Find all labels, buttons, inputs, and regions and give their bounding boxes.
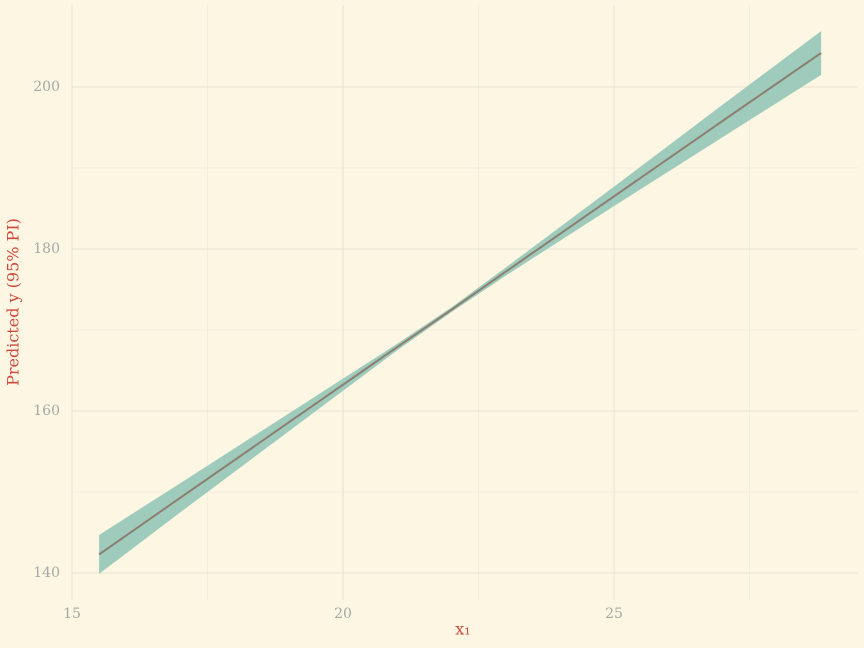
x-tick-label: 15 [63, 606, 81, 622]
y-tick-label: 140 [33, 565, 60, 581]
prediction-line [98, 52, 822, 556]
x-axis-label: x₁ [455, 620, 470, 639]
y-tick-label: 160 [33, 403, 60, 419]
y-tick-label: 200 [33, 79, 60, 95]
y-tick-label: 180 [33, 241, 60, 257]
x-tick-label: 20 [334, 606, 352, 622]
y-axis-label: Predicted y (95% PI) [4, 218, 23, 386]
x-tick-label: 25 [605, 606, 623, 622]
